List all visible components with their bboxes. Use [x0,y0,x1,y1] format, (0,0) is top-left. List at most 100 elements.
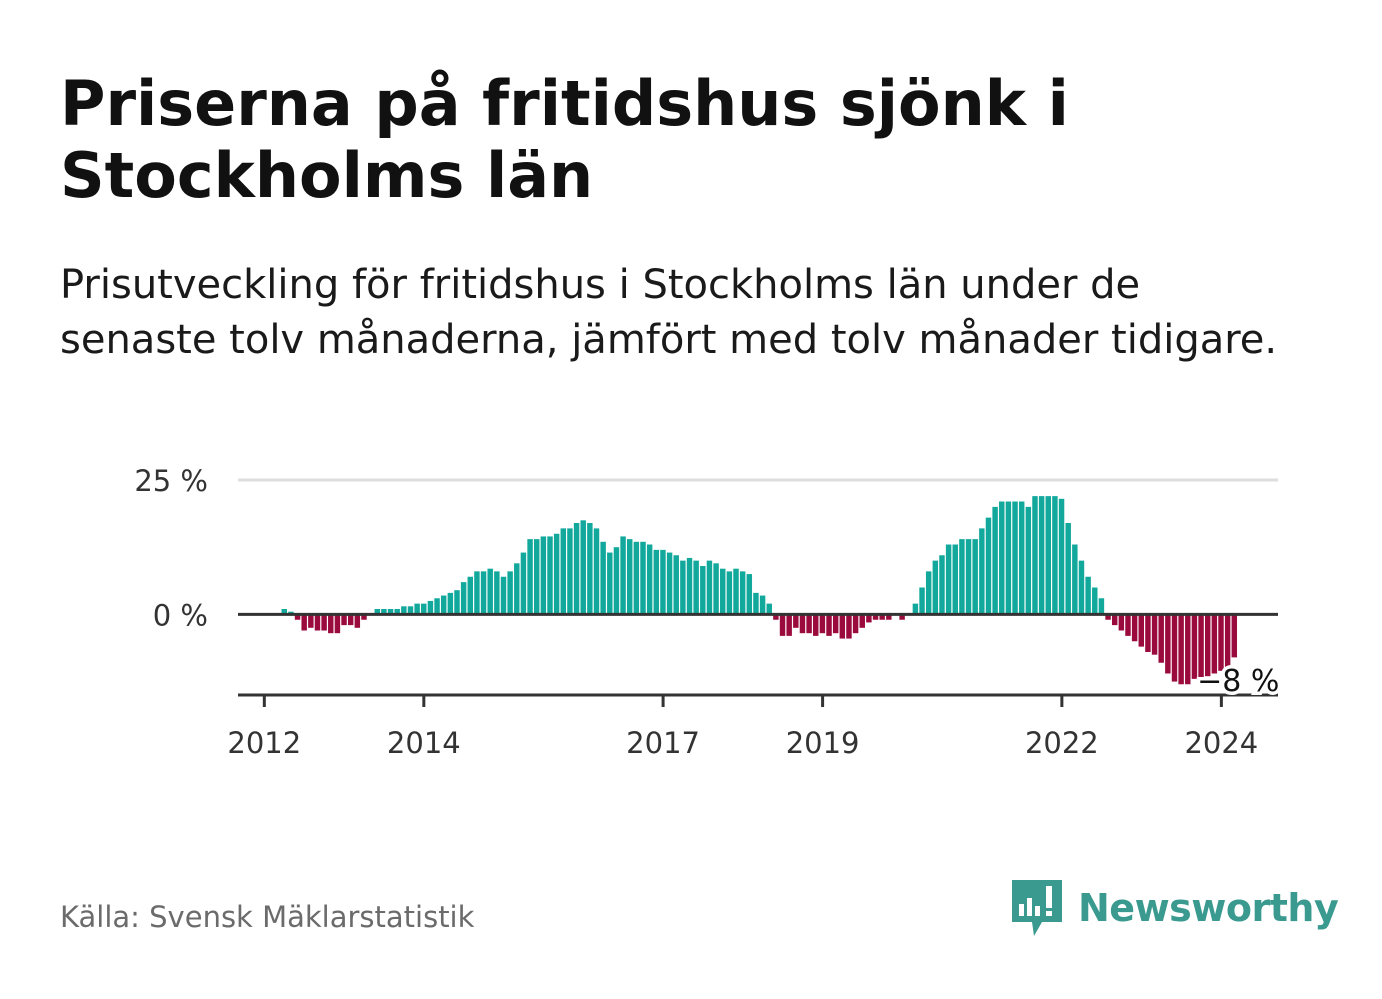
bar [925,571,932,615]
bar [726,571,733,615]
bar [753,592,759,615]
y-tick-label: 0 % [153,598,208,632]
bar [633,541,640,615]
bar [1138,614,1145,647]
bar [514,563,520,615]
source-note: Källa: Svensk Mäklarstatistik [60,900,475,934]
page-title: Priserna på fritidshus sjönk i Stockholm… [60,67,1069,212]
bar [879,614,885,620]
bar [301,614,307,631]
bar [999,501,1005,615]
bar [720,568,726,615]
bar [308,614,314,628]
bar [1178,614,1184,685]
bar [965,539,972,615]
bar [1204,614,1211,677]
bar [673,555,679,615]
bar [1151,614,1158,655]
bar [434,598,440,615]
bar [593,528,600,615]
x-tick-label: 2012 [227,726,301,760]
bar [354,614,361,628]
bar [713,563,719,615]
bar [474,571,480,615]
bar [1198,614,1204,682]
bar [527,539,533,615]
bar [660,549,666,615]
bar [600,541,606,615]
bar [646,544,653,615]
bar [507,571,513,615]
bar [1131,614,1138,642]
bar [560,528,567,615]
bar [985,517,992,615]
bar [1038,496,1045,615]
bar [1231,614,1238,658]
bar [341,614,347,626]
bar [866,614,872,623]
bar [686,557,693,615]
bar [1058,498,1065,615]
bar [959,539,965,615]
bar [1218,614,1224,671]
bar [454,590,460,615]
last-value-label: −8 % [1197,664,1279,699]
bar [813,614,819,636]
bar-chart: 25 % 0 % 2012 2014 2017 2019 2022 2024 −8 % [134,464,1283,760]
bar [733,568,739,615]
bar [407,606,414,615]
bar [347,614,354,626]
bar [1145,614,1151,652]
bar [932,560,939,615]
bar [806,614,812,634]
bar [832,614,839,634]
bar [361,614,367,620]
bar [773,614,779,620]
bar [467,576,474,615]
bar [700,566,706,615]
bar [1111,614,1118,626]
bar [653,549,660,615]
brand-name: Newsworthy [1078,886,1339,930]
bar [567,528,573,615]
bar [852,614,859,634]
bar [1191,614,1198,679]
bar [1045,496,1051,615]
bar [447,592,454,615]
bar [587,523,593,615]
x-tick-label: 2017 [626,726,700,760]
bar [1098,598,1105,615]
bar [826,614,832,636]
bar [640,541,646,615]
bar [1065,523,1071,615]
y-tick-label: 25 % [134,464,208,498]
bar [394,609,400,615]
bar [321,614,327,631]
bar [846,614,852,639]
bar [1018,501,1025,615]
x-tick-label: 2019 [786,726,860,760]
bar [839,614,846,639]
bar [912,603,919,615]
bar [766,603,772,615]
bar [819,614,826,634]
bar [799,614,806,634]
bar [1085,576,1091,615]
bar [547,536,553,615]
bar [992,506,998,615]
x-tick-label: 2024 [1184,726,1258,760]
bar [706,560,713,615]
bar [1158,614,1164,663]
bar [1078,560,1085,615]
bar [1211,614,1218,674]
bar [414,603,420,615]
bar [693,560,699,615]
bar [328,614,334,634]
bar [1005,501,1012,615]
bar [487,568,493,615]
bar [872,614,879,620]
bar [580,520,586,615]
bar [759,595,766,615]
bar [334,614,341,634]
bar [573,523,580,615]
